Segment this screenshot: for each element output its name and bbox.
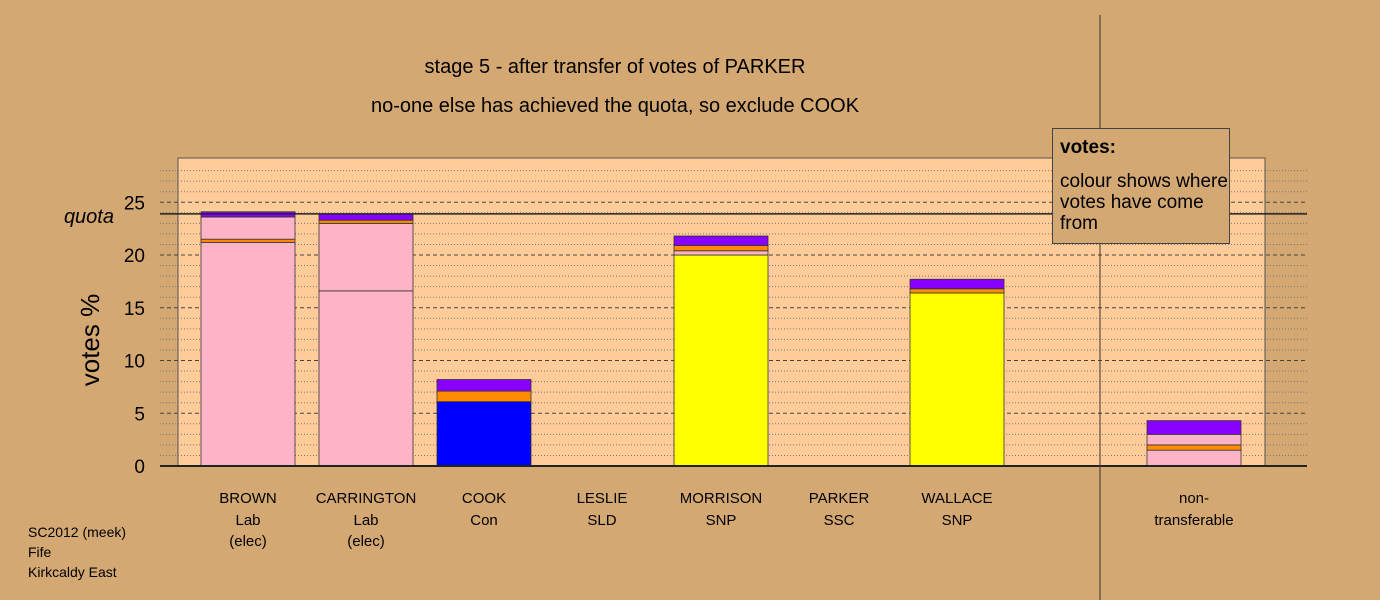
candidate-note-carrington: (elec) xyxy=(347,533,385,550)
bar-wallace-segment xyxy=(909,288,1005,294)
bar-brown-segment xyxy=(200,216,296,240)
candidate-party-brown: Lab xyxy=(235,512,260,529)
bar-nontransferable-segment xyxy=(1146,433,1242,446)
candidate-note-brown: (elec) xyxy=(229,533,267,550)
candidate-name-wallace: WALLACE xyxy=(921,490,992,507)
y-tick-label: 5 xyxy=(134,404,145,425)
chart-subtitle: no-one else has achieved the quota, so e… xyxy=(370,95,860,117)
candidate-name-brown: BROWN xyxy=(219,490,277,507)
candidate-name-leslie: LESLIE xyxy=(577,490,628,507)
bar-morrison-segment xyxy=(673,250,769,256)
bar-nontransferable-segment xyxy=(1146,420,1242,435)
footer-line-2: Fife xyxy=(28,544,52,560)
y-tick-label: 15 xyxy=(124,299,145,320)
footer: SC2012 (meek) Fife Kirkcaldy East xyxy=(28,522,126,582)
nontransferable-label-line2: transferable xyxy=(1154,512,1233,529)
bar-nontransferable-segment xyxy=(1146,449,1242,467)
footer-line-1: SC2012 (meek) xyxy=(28,524,127,540)
legend-title: votes: xyxy=(1060,137,1116,158)
chart-title: stage 5 - after transfer of votes of PAR… xyxy=(424,56,806,78)
candidate-party-parker: SSC xyxy=(824,512,855,529)
bar-cook-segment xyxy=(436,379,532,392)
footer-line-3: Kirkcaldy East xyxy=(28,564,117,580)
quota-label: quota xyxy=(64,206,114,228)
y-tick-label: 0 xyxy=(134,457,145,478)
bar-morrison-segment xyxy=(673,245,769,252)
candidate-party-cook: Con xyxy=(470,512,498,529)
candidate-name-carrington: CARRINGTON xyxy=(316,490,417,507)
bar-cook-segment xyxy=(436,390,532,403)
bar-wallace-segment xyxy=(909,278,1005,290)
bar-nontransferable-segment xyxy=(1146,444,1242,451)
candidate-party-morrison: SNP xyxy=(706,512,737,529)
bar-cook-segment xyxy=(436,401,532,467)
y-tick-label: 25 xyxy=(124,193,145,214)
y-axis-title: votes % xyxy=(75,294,105,387)
nontransferable-label-line1: non- xyxy=(1179,490,1209,507)
bar-brown-segment xyxy=(200,238,296,243)
candidate-name-morrison: MORRISON xyxy=(680,490,763,507)
bar-carrington-segment xyxy=(318,213,414,221)
candidate-party-wallace: SNP xyxy=(942,512,973,529)
bar-carrington-segment xyxy=(318,290,414,467)
legend-body: colour shows where votes have come from xyxy=(1060,171,1228,234)
y-tick-label: 10 xyxy=(124,352,145,373)
candidate-party-carrington: Lab xyxy=(353,512,378,529)
candidate-party-leslie: SLD xyxy=(587,512,616,529)
candidate-name-parker: PARKER xyxy=(809,490,870,507)
bar-wallace-segment xyxy=(909,292,1005,467)
bar-brown-segment xyxy=(200,241,296,467)
y-tick-label: 20 xyxy=(124,246,145,267)
bar-morrison-segment xyxy=(673,235,769,246)
legend: votes: colour shows where votes have com… xyxy=(1052,128,1230,244)
candidate-name-cook: COOK xyxy=(462,490,506,507)
bar-carrington-segment xyxy=(318,219,414,224)
bar-morrison-segment xyxy=(673,254,769,467)
bar-carrington-segment xyxy=(318,222,414,292)
